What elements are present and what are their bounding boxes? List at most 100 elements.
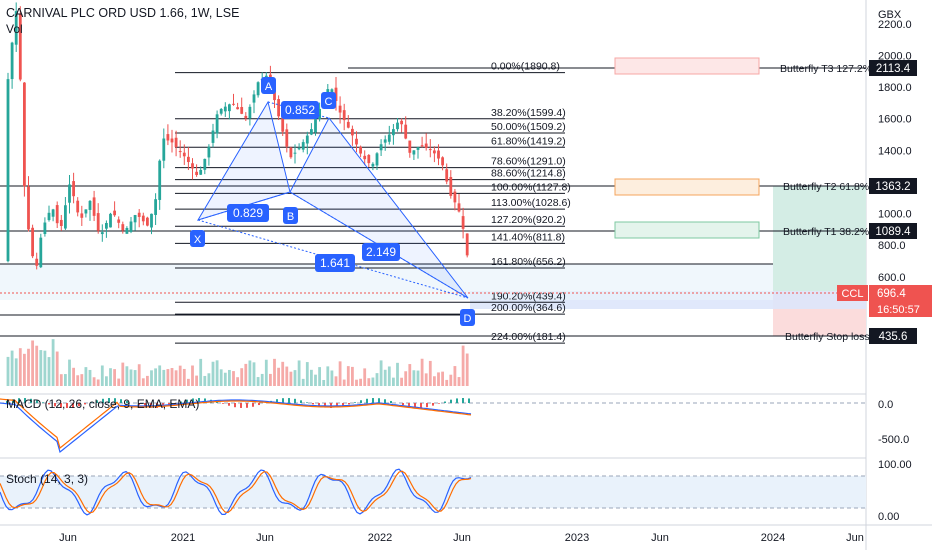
candle-body — [232, 103, 235, 105]
stop-value-text: 435.6 — [879, 331, 908, 343]
volume-bar — [72, 367, 75, 386]
macd-histogram-bar — [102, 398, 104, 403]
candle-body — [154, 199, 157, 215]
macd-histogram-bar — [78, 403, 80, 407]
ratio-ac-label[interactable]: 0.852 — [281, 101, 319, 119]
time-tick: Jun — [256, 532, 274, 544]
t3-value-tag — [869, 60, 917, 76]
volume-bar — [215, 360, 219, 386]
point-a-label[interactable]: A — [261, 77, 276, 94]
volume-bar — [228, 369, 231, 386]
point-a-text: A — [265, 81, 273, 93]
ratio-xb-label[interactable]: 0.829 — [227, 204, 269, 222]
stoch-label[interactable]: Stoch (14, 3, 3) — [6, 472, 89, 486]
macd-histogram-bar — [192, 398, 194, 403]
symbol-title[interactable]: CARNIVAL PLC ORD USD 1.66, 1W, LSE — [6, 6, 240, 20]
candle-body — [211, 130, 215, 143]
volume-bar — [236, 377, 239, 386]
volume-bar — [346, 366, 350, 386]
macd-histogram-bar — [216, 401, 218, 403]
target-box-t3[interactable] — [614, 57, 760, 75]
candle-body — [199, 169, 203, 175]
candle-body — [387, 134, 391, 142]
volume-bar — [47, 357, 51, 386]
candle-body — [14, 11, 18, 45]
volume-bar — [178, 365, 182, 386]
macd-histogram-bar — [174, 403, 176, 404]
candle-body — [174, 137, 178, 148]
volume-bar — [150, 370, 153, 386]
target-box-t2[interactable] — [614, 178, 760, 196]
volume-bar — [449, 374, 453, 386]
candle-body — [27, 186, 30, 230]
volume-bar — [260, 373, 264, 386]
volume-bar — [256, 377, 260, 386]
candle-body — [461, 216, 465, 229]
point-c-text: C — [325, 96, 333, 108]
point-b-label[interactable]: B — [283, 207, 298, 224]
macd-pane[interactable] — [0, 398, 472, 454]
point-x-label[interactable]: X — [190, 230, 205, 247]
macd-histogram-bar — [18, 398, 20, 403]
volume-bar — [392, 377, 395, 386]
volume-bar — [27, 348, 30, 386]
volume-bar — [76, 375, 80, 386]
macd-histogram-bar — [324, 403, 326, 408]
target-t1-label: Butterfly T1 38.2% — [783, 226, 869, 238]
vol-label[interactable]: Vol — [6, 22, 23, 36]
candle-body — [428, 149, 432, 151]
stoch-pane[interactable] — [0, 468, 472, 516]
point-c-label[interactable]: C — [321, 92, 336, 109]
volume-bar — [96, 379, 100, 386]
volume-bar — [199, 358, 203, 386]
volume-bar — [166, 369, 170, 386]
candle-body — [43, 222, 47, 235]
macd-histogram-bar — [252, 403, 254, 407]
volume-bar — [80, 374, 84, 386]
volume-bar — [428, 360, 432, 386]
price-tick: 600.0 — [878, 272, 906, 284]
macd-histogram-bar — [180, 401, 182, 403]
candle-body — [297, 148, 301, 150]
macd-histogram-bar — [108, 398, 110, 403]
fib-levels[interactable]: 0.00%(1890.8) 38.20%(1599.4) 50.00%(1509.2… — [175, 61, 571, 344]
volume-bar — [387, 366, 391, 386]
volume-bar — [211, 361, 215, 386]
time-tick: Jun — [651, 532, 669, 544]
time-axis[interactable]: Jun 2021 Jun 2022 Jun 2023 Jun 2024 Jun — [59, 532, 864, 544]
candle-body — [68, 184, 71, 203]
candle-body — [408, 140, 412, 153]
volume-bar — [219, 369, 223, 386]
volume-bar — [334, 376, 338, 386]
ratio-xd-text: 1.641 — [320, 256, 350, 270]
macd-histogram-bar — [426, 403, 428, 408]
point-d-label[interactable]: D — [460, 309, 475, 326]
candle-body — [465, 233, 469, 256]
fib-level-label: 100.00%(1127.8) — [491, 181, 571, 193]
chart-header[interactable]: CARNIVAL PLC ORD USD 1.66, 1W, LSE Vol — [6, 6, 239, 36]
candle-body — [223, 106, 227, 112]
take-profit-zone[interactable] — [773, 186, 866, 291]
target-box-t1[interactable] — [614, 221, 760, 239]
pattern-xab-triangle[interactable] — [196, 100, 291, 221]
volume-bar — [158, 365, 162, 386]
volume-bar — [187, 378, 190, 386]
volume-bar — [109, 368, 112, 386]
macd-histogram-bar — [276, 399, 278, 403]
ratio-bd-label[interactable]: 2.149 — [362, 243, 400, 261]
volume-bar — [223, 372, 227, 386]
candle-body — [88, 200, 92, 210]
fib-level-label: 78.60%(1291.0) — [491, 156, 566, 168]
candle-body — [113, 210, 116, 216]
volume-bar — [129, 369, 133, 386]
macd-label[interactable]: MACD (12, 26, close, 9, EMA, EMA) — [6, 397, 200, 411]
ratio-xd-label[interactable]: 1.641 — [315, 254, 355, 272]
ticker-tag[interactable] — [837, 285, 868, 301]
volume-bar — [113, 369, 116, 386]
last-price-tag[interactable] — [869, 285, 932, 317]
candle-body — [289, 147, 293, 158]
macd-histogram-bar — [444, 401, 446, 403]
candle-body — [457, 203, 461, 212]
signal-line — [0, 398, 472, 450]
